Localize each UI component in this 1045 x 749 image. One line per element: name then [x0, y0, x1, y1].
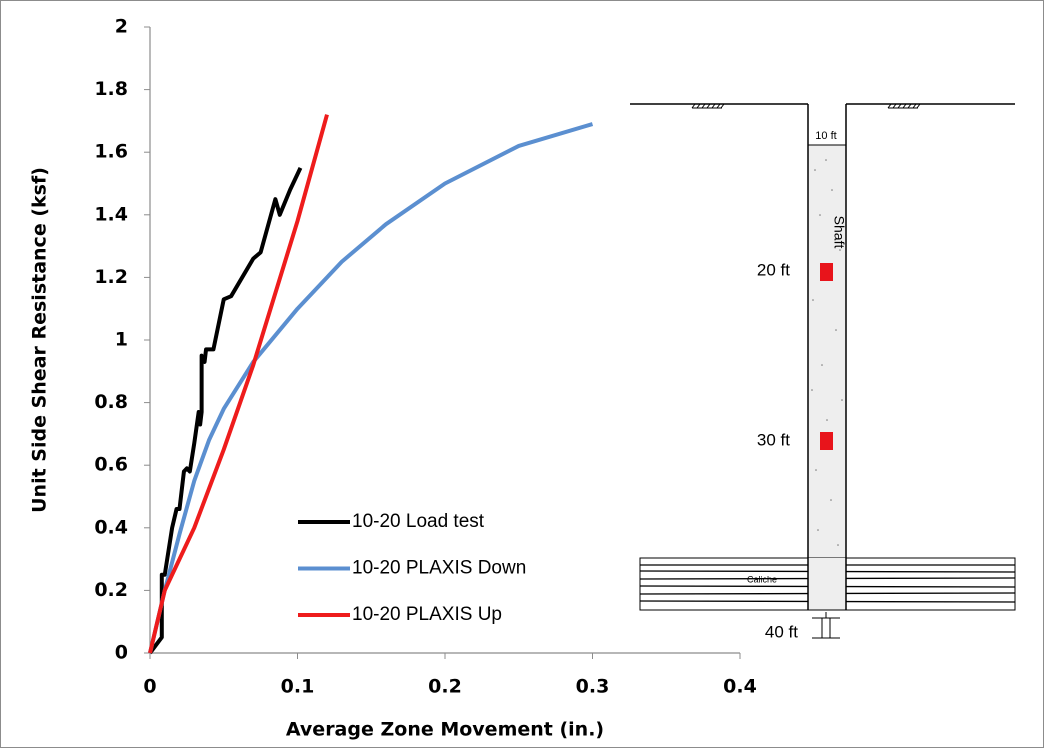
- annotation: Caliche: [747, 574, 777, 584]
- annotation: 40 ft: [765, 622, 798, 641]
- shaft-body: [808, 145, 846, 610]
- legend-label: 10-20 PLAXIS Up: [352, 604, 502, 625]
- x-tick-label: 0.4: [723, 676, 757, 698]
- legend-label: 10-20 Load test: [352, 511, 485, 532]
- annotation: 10 ft: [815, 130, 836, 142]
- annotation: 30 ft: [757, 430, 790, 449]
- shaft-diagram: 10 ft Shaft 20 ft 30 ft Caliche 40 ft: [630, 103, 1016, 641]
- annotation: Shaft: [831, 216, 847, 249]
- shaft-through-caliche: [808, 558, 846, 610]
- y-tick-label: 1: [115, 329, 128, 351]
- x-axis-label: Average Zone Movement (in.): [286, 719, 604, 741]
- y-axis-label: Unit Side Shear Resistance (ksf): [29, 167, 51, 513]
- y-tick-label: 1.6: [94, 141, 128, 163]
- y-tick-label: 2: [115, 16, 128, 38]
- x-tick-label: 0.2: [428, 676, 462, 698]
- x-tick-label: 0.3: [576, 676, 610, 698]
- y-tick-label: 0: [115, 642, 128, 664]
- ground-symbol: [887, 103, 921, 109]
- y-tick-label: 1.2: [94, 266, 128, 288]
- y-tick-label: 0.4: [94, 516, 128, 538]
- y-tick-label: 1.4: [94, 203, 128, 225]
- x-tick-label: 0.1: [281, 676, 315, 698]
- gauge-marker: [820, 432, 833, 450]
- y-tick-label: 1.8: [94, 78, 128, 100]
- ground-symbol: [691, 103, 725, 109]
- base-gauge: [812, 612, 840, 639]
- y-tick-label: 0.8: [94, 391, 128, 413]
- y-tick-label: 0.2: [94, 579, 128, 601]
- series-line: [148, 166, 303, 655]
- y-tick-label: 0.6: [94, 454, 128, 476]
- annotation: 20 ft: [757, 260, 790, 279]
- x-tick-label: 0: [143, 676, 156, 698]
- series-line: [148, 114, 329, 654]
- legend-label: 10-20 PLAXIS Down: [352, 558, 526, 579]
- gauge-marker: [820, 263, 833, 281]
